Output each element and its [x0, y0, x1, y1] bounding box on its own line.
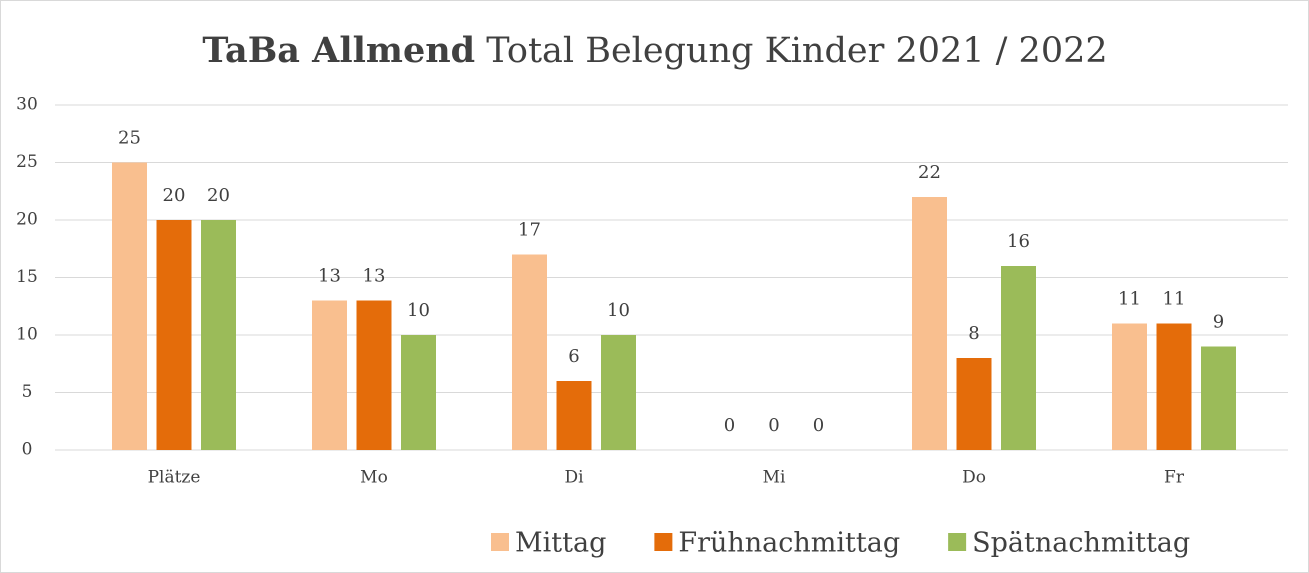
- legend-label: Mittag: [515, 528, 606, 559]
- data-label: 11: [1163, 289, 1186, 310]
- bar: [312, 300, 347, 450]
- data-label: 9: [1213, 312, 1224, 333]
- data-label: 16: [1007, 231, 1030, 252]
- x-tick-label: Di: [564, 468, 584, 488]
- data-label: 0: [724, 415, 735, 436]
- y-tick-label: 15: [16, 267, 38, 287]
- legend-label: Spätnachmittag: [972, 528, 1190, 559]
- bar: [201, 220, 236, 450]
- x-tick-label: Mo: [360, 468, 388, 488]
- data-label: 20: [163, 185, 186, 206]
- bar: [156, 220, 192, 450]
- data-label: 10: [607, 300, 630, 321]
- data-label: 0: [813, 415, 824, 436]
- data-label: 17: [518, 220, 541, 241]
- legend-label: Frühnachmittag: [678, 528, 900, 559]
- data-label: 10: [407, 300, 430, 321]
- bar: [401, 335, 436, 450]
- bar: [1112, 323, 1147, 450]
- data-label: 22: [918, 162, 941, 183]
- title-text: Total Belegung Kinder 2021 / 2022: [486, 31, 1107, 71]
- bar: [556, 381, 592, 450]
- bar: [512, 254, 547, 450]
- y-tick-label: 30: [16, 95, 38, 115]
- y-tick-label: 25: [16, 152, 38, 172]
- x-tick-label: Do: [962, 468, 986, 488]
- chart-title: TaBa Allmend Total Belegung Kinder 2021 …: [202, 30, 1107, 71]
- y-tick-label: 0: [22, 440, 33, 460]
- data-label: 6: [568, 346, 579, 367]
- bar: [356, 300, 392, 450]
- data-label: 20: [207, 185, 230, 206]
- y-tick-label: 5: [22, 382, 33, 402]
- legend-swatch: [491, 533, 509, 551]
- bar: [1156, 323, 1192, 450]
- x-tick-label: Mi: [763, 468, 786, 488]
- data-label: 13: [318, 266, 341, 287]
- bar: [1201, 346, 1236, 450]
- data-label: 11: [1118, 289, 1141, 310]
- bar: [112, 162, 147, 450]
- bar: [912, 197, 947, 450]
- data-label: 8: [968, 323, 979, 344]
- legend-swatch: [948, 533, 967, 551]
- data-label: 0: [768, 415, 779, 436]
- y-tick-label: 10: [16, 325, 38, 345]
- legend-swatch: [654, 533, 673, 551]
- x-tick-label: Fr: [1164, 468, 1185, 488]
- x-tick-label: Plätze: [148, 468, 201, 488]
- title-bold: TaBa Allmend: [202, 30, 475, 71]
- data-label: 25: [118, 128, 141, 149]
- y-tick-label: 20: [16, 210, 38, 230]
- bar: [601, 335, 636, 450]
- data-label: 13: [363, 266, 386, 287]
- bar: [956, 358, 992, 450]
- bar: [1001, 266, 1036, 450]
